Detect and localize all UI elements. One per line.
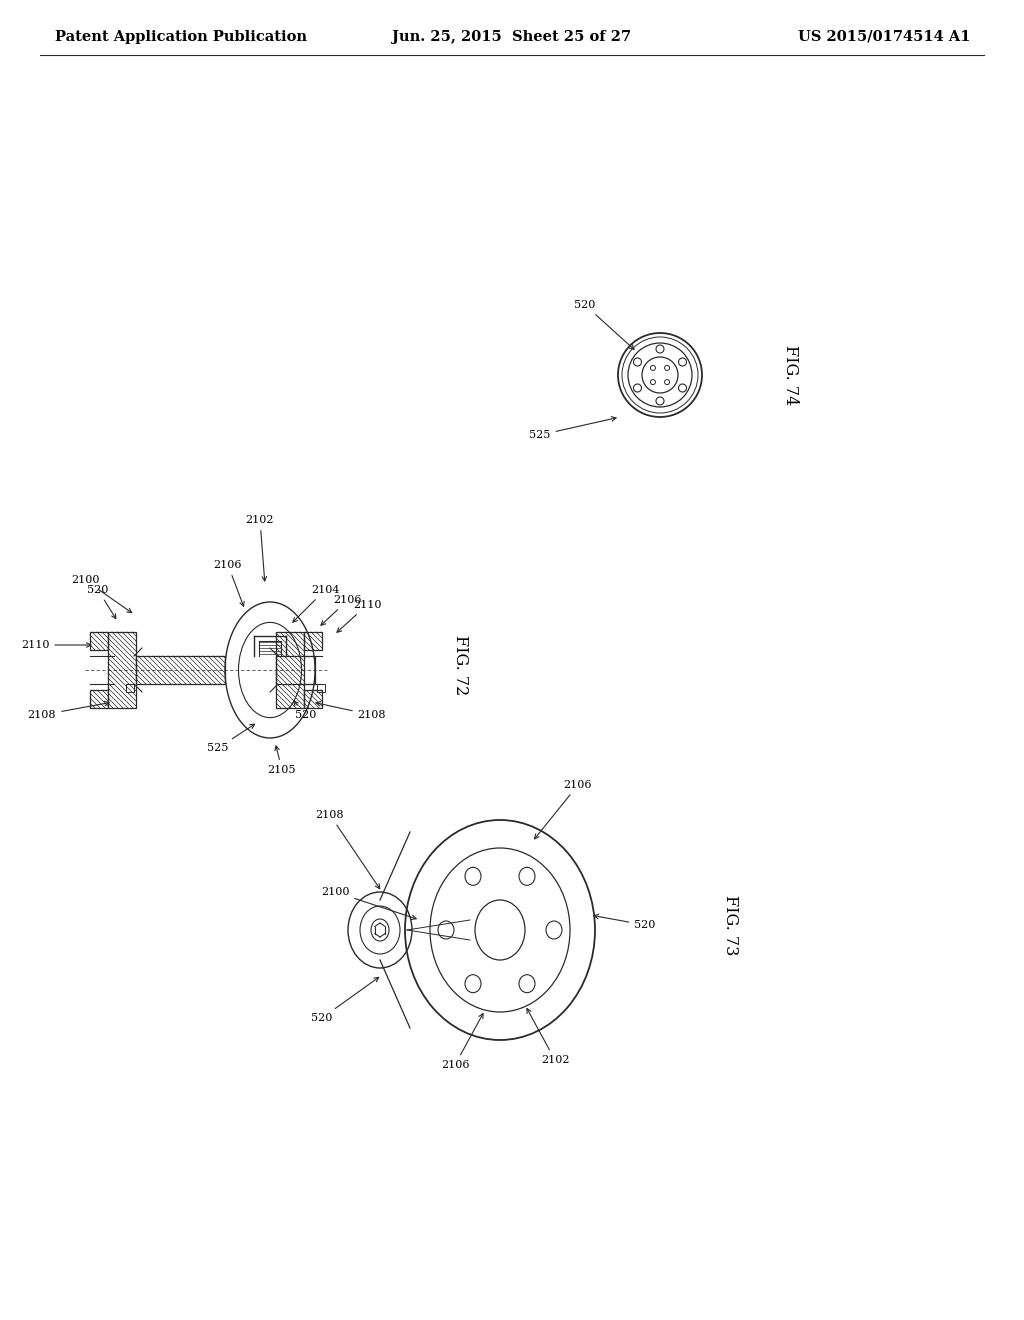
Bar <box>304 632 322 649</box>
Text: 2110: 2110 <box>20 640 91 649</box>
Text: 2105: 2105 <box>267 746 296 775</box>
Text: 2102: 2102 <box>246 515 274 581</box>
Bar <box>136 656 225 684</box>
Text: 2106: 2106 <box>214 560 244 606</box>
Bar <box>90 632 108 649</box>
Bar <box>304 690 322 708</box>
Text: 525: 525 <box>207 725 255 752</box>
Text: 520: 520 <box>594 915 655 931</box>
Text: 520: 520 <box>87 585 116 619</box>
Text: 2106: 2106 <box>321 595 362 626</box>
Text: 2106: 2106 <box>440 1014 483 1071</box>
Bar <box>276 656 315 684</box>
Text: 2102: 2102 <box>527 1008 569 1065</box>
Text: FIG. 72: FIG. 72 <box>452 635 469 696</box>
Text: 2100: 2100 <box>71 576 132 612</box>
Text: 520: 520 <box>311 977 379 1023</box>
Text: 2108: 2108 <box>28 701 109 719</box>
Bar <box>276 632 304 708</box>
Text: US 2015/0174514 A1: US 2015/0174514 A1 <box>798 30 970 44</box>
Text: Patent Application Publication: Patent Application Publication <box>55 30 307 44</box>
Text: 2108: 2108 <box>316 702 386 719</box>
Text: 2108: 2108 <box>315 810 380 888</box>
Bar <box>126 684 134 692</box>
Text: 525: 525 <box>529 417 616 440</box>
Bar <box>108 632 136 708</box>
Text: 2106: 2106 <box>535 780 592 840</box>
Text: FIG. 74: FIG. 74 <box>781 345 799 405</box>
Text: FIG. 73: FIG. 73 <box>722 895 738 956</box>
Text: 520: 520 <box>294 701 316 719</box>
Bar <box>90 690 108 708</box>
Bar <box>317 684 325 692</box>
Text: 2104: 2104 <box>293 585 339 622</box>
Text: 2110: 2110 <box>337 601 381 632</box>
Text: 2100: 2100 <box>321 887 416 920</box>
Text: 520: 520 <box>574 300 634 350</box>
Text: Jun. 25, 2015  Sheet 25 of 27: Jun. 25, 2015 Sheet 25 of 27 <box>392 30 632 44</box>
